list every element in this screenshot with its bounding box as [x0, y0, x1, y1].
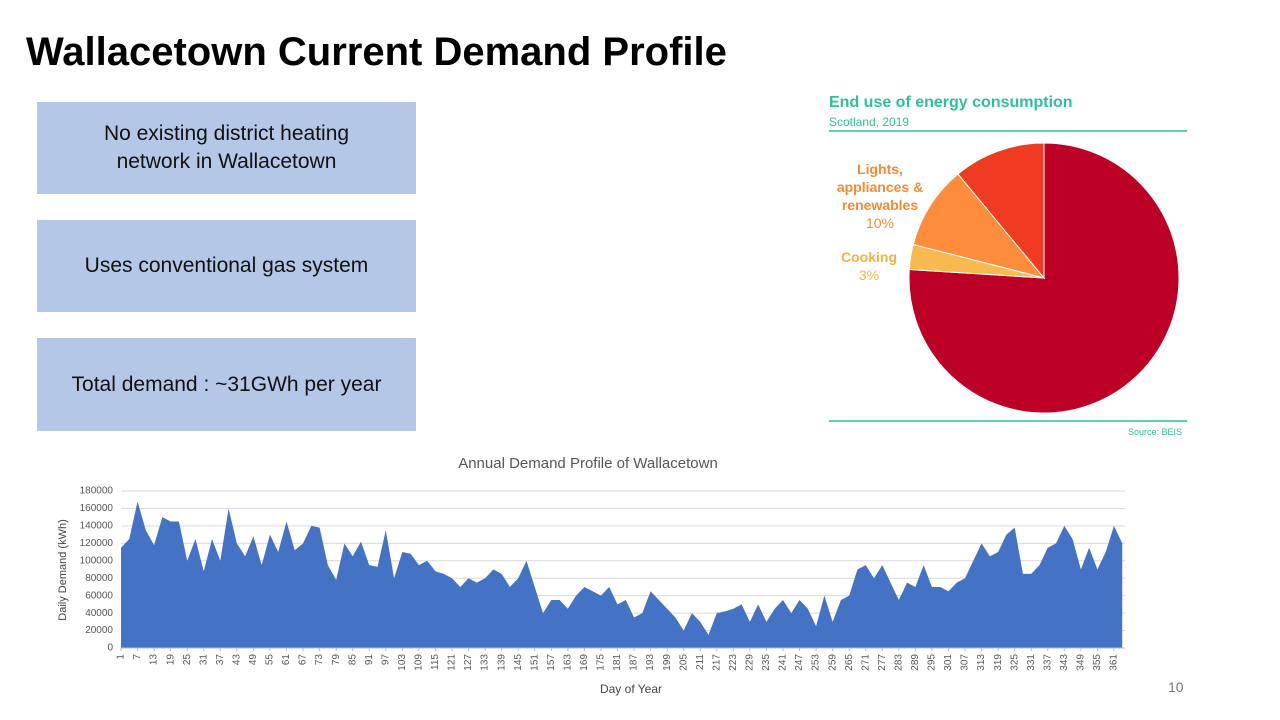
- pie-source: Source: BEIS: [1128, 427, 1183, 437]
- pie-value-label: 76%: [1097, 306, 1127, 322]
- y-tick-label: 60000: [85, 590, 113, 601]
- x-tick-label: 199: [662, 654, 673, 671]
- x-tick-label: 325: [1009, 654, 1020, 671]
- x-tick-label: 235: [761, 654, 772, 671]
- pie-label: Cooking 3%: [829, 248, 909, 284]
- pie-category: Lights, appliances & renewables: [836, 161, 924, 213]
- page-number: 10: [1168, 679, 1184, 695]
- pie-subtitle: Scotland, 2019: [829, 115, 910, 129]
- y-tick-label: 140000: [80, 521, 114, 532]
- x-tick-label: 205: [678, 654, 689, 671]
- x-tick-label: 31: [198, 654, 209, 666]
- x-tick-label: 157: [546, 654, 557, 671]
- pie-value-label: 10%: [865, 215, 895, 231]
- x-tick-label: 97: [380, 654, 391, 666]
- pie-label: Water heating 11%: [968, 163, 1048, 217]
- x-tick-label: 1: [116, 654, 127, 660]
- area-chart: 0 20000 40000 60000 80000 100000 120000 140000 1…: [80, 486, 1125, 671]
- x-tick-label: 259: [827, 654, 838, 671]
- x-tick-label: 115: [430, 654, 441, 670]
- x-tick-label: 37: [215, 654, 226, 666]
- x-tick-label: 187: [629, 654, 640, 671]
- x-tick-label: 7: [132, 654, 143, 660]
- x-tick-label: 139: [496, 654, 507, 671]
- area-title: Annual Demand Profile of Wallacetown: [458, 455, 718, 472]
- x-tick-label: 313: [976, 654, 987, 671]
- pie-title: End use of energy consumption: [829, 94, 1073, 111]
- x-tick-label: 91: [364, 654, 375, 666]
- y-tick-label: 180000: [80, 486, 114, 497]
- x-tick-label: 355: [1092, 654, 1103, 671]
- x-tick-label: 289: [910, 654, 921, 671]
- x-tick-label: 175: [596, 654, 607, 671]
- info-box: Total demand : ~31GWh per year: [37, 338, 416, 431]
- y-tick-label: 120000: [80, 538, 114, 549]
- x-tick-label: 19: [165, 654, 176, 666]
- pie-value-label: 11%: [994, 200, 1022, 216]
- x-tick-label: 343: [1059, 654, 1070, 671]
- x-tick-label: 361: [1109, 654, 1120, 671]
- x-tick-label: 307: [960, 654, 971, 671]
- pie-value-label: 3%: [858, 267, 880, 283]
- x-tick-label: 301: [943, 654, 954, 671]
- x-tick-label: 247: [794, 654, 805, 671]
- pie-category: Cooking: [841, 249, 897, 265]
- x-tick-label: 103: [397, 654, 408, 671]
- x-tick-label: 217: [711, 654, 722, 671]
- x-tick-label: 253: [811, 654, 822, 671]
- x-tick-label: 133: [480, 654, 491, 671]
- x-tick-label: 295: [927, 654, 938, 671]
- x-tick-label: 211: [695, 654, 706, 670]
- x-tick-label: 163: [562, 654, 573, 671]
- x-tick-label: 193: [645, 654, 656, 671]
- x-tick-label: 169: [579, 654, 590, 671]
- y-tick-label: 80000: [85, 573, 113, 584]
- x-tick-label: 271: [860, 654, 871, 671]
- y-tick-label: 40000: [85, 608, 113, 619]
- x-tick-label: 241: [778, 654, 789, 671]
- x-tick-label: 349: [1076, 654, 1087, 671]
- x-tick-label: 283: [893, 654, 904, 671]
- x-tick-label: 85: [347, 654, 358, 666]
- y-tick-label: 0: [107, 643, 113, 654]
- x-tick-label: 265: [844, 654, 855, 671]
- pie-label: Space heating 76%: [1062, 269, 1162, 323]
- x-tick-label: 61: [281, 654, 292, 666]
- x-tick-label: 109: [414, 654, 425, 671]
- pie-label: Lights, appliances & renewables 10%: [828, 160, 932, 232]
- info-box: Uses conventional gas system: [37, 220, 416, 312]
- x-tick-label: 319: [993, 654, 1004, 671]
- x-tick-label: 229: [745, 654, 756, 671]
- x-tick-label: 331: [1026, 654, 1037, 671]
- x-tick-label: 223: [728, 654, 739, 671]
- x-tick-label: 67: [298, 654, 309, 666]
- x-tick-label: 121: [447, 654, 458, 671]
- x-tick-label: 127: [463, 654, 474, 671]
- x-tick-label: 277: [877, 654, 888, 671]
- x-tick-label: 337: [1042, 654, 1053, 671]
- slide-title: Wallacetown Current Demand Profile: [26, 30, 727, 74]
- x-tick-label: 181: [612, 654, 623, 671]
- pie-slice: [908, 243, 1045, 279]
- x-tick-label: 25: [182, 654, 193, 666]
- y-tick-label: 160000: [80, 503, 114, 514]
- pie-category: Space heating: [1087, 270, 1137, 304]
- x-tick-label: 43: [231, 654, 242, 666]
- x-tick-label: 145: [513, 654, 524, 671]
- y-tick-label: 20000: [85, 625, 113, 636]
- x-tick-label: 55: [265, 654, 276, 666]
- y-tick-label: 100000: [80, 555, 114, 566]
- y-axis-label: Daily Demand (kWh): [57, 519, 69, 620]
- x-axis-label: Day of Year: [600, 682, 662, 696]
- area: [121, 501, 1123, 648]
- x-tick-label: 13: [149, 654, 160, 666]
- x-tick-label: 151: [529, 654, 540, 671]
- x-tick-label: 73: [314, 654, 325, 666]
- info-box: No existing district heating network in …: [37, 102, 416, 194]
- pie-category: Water heating: [983, 164, 1033, 198]
- x-tick-label: 49: [248, 654, 259, 666]
- x-tick-label: 79: [331, 654, 342, 666]
